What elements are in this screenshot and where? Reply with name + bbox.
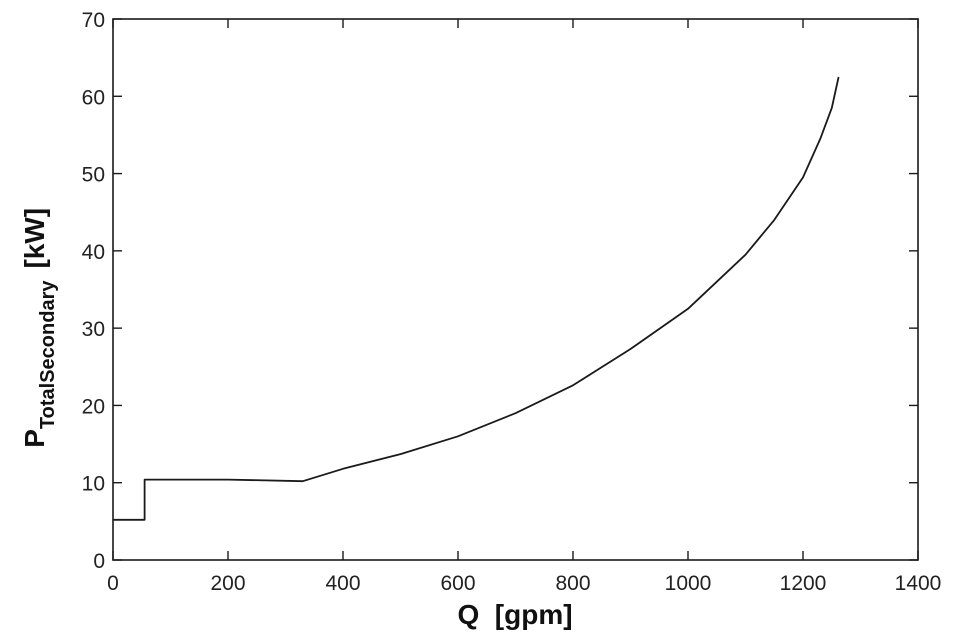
- y-tick-label: 30: [82, 318, 105, 341]
- x-tick-label: 1200: [780, 572, 827, 595]
- x-axis-ticks: 0 200 400 600 800 1000 1200 1400: [107, 19, 941, 595]
- x-tick-label: 0: [107, 572, 119, 595]
- y-axis-ticks: 0 10 20 30 40 50 60 70: [82, 9, 918, 573]
- y-axis-label-subscript: TotalSecondary: [37, 280, 59, 429]
- y-tick-label: 60: [82, 86, 105, 109]
- x-tick-label: 200: [210, 572, 245, 595]
- y-axis-label: PTotalSecondary [kW]: [19, 195, 59, 470]
- y-tick-label: 0: [93, 550, 105, 573]
- y-tick-label: 10: [82, 473, 105, 496]
- series-line-0: [113, 76, 840, 521]
- x-tick-label: 1400: [895, 572, 942, 595]
- x-tick-label: 600: [440, 572, 475, 595]
- x-tick-label: 800: [555, 572, 590, 595]
- y-axis-label-main: P: [19, 429, 50, 448]
- series-layer: [113, 76, 840, 521]
- y-tick-label: 70: [82, 9, 105, 32]
- plot-frame: [112, 18, 919, 561]
- x-tick-label: 1000: [665, 572, 712, 595]
- y-tick-label: 20: [82, 395, 105, 418]
- y-tick-label: 40: [82, 241, 105, 264]
- x-axis-label: Q [gpm]: [457, 599, 572, 630]
- y-tick-label: 50: [82, 164, 105, 187]
- y-axis-label-unit: [kW]: [19, 208, 50, 269]
- x-tick-label: 400: [325, 572, 360, 595]
